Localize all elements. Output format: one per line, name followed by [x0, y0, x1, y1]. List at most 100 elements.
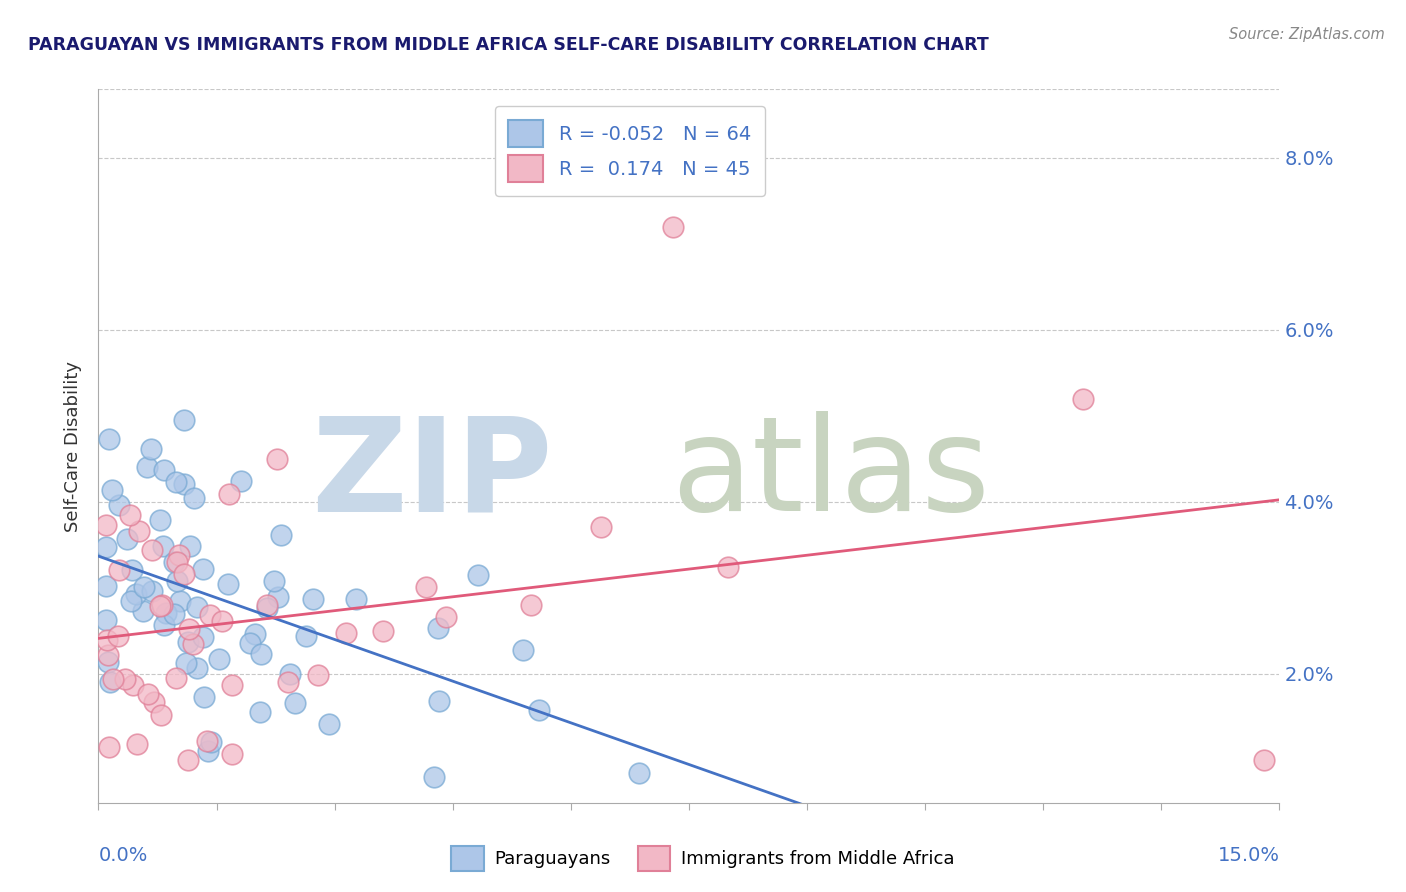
Point [181, 637, 204, 651]
Y-axis label: Self-Care Disability: Self-Care Disability [65, 360, 83, 532]
Point [278, 667, 301, 681]
Point [139, 442, 162, 457]
Point [266, 452, 288, 467]
Point [200, 735, 222, 749]
Point [135, 460, 157, 475]
Point [149, 513, 172, 527]
Point [186, 600, 208, 615]
Point [166, 574, 188, 588]
Point [211, 614, 233, 628]
Point [307, 667, 329, 681]
Point [97, 648, 120, 662]
Point [662, 219, 685, 234]
Point [108, 563, 131, 577]
Point [239, 636, 262, 650]
Point [717, 559, 740, 574]
Point [177, 635, 200, 649]
Point [243, 626, 266, 640]
Point [98, 675, 121, 690]
Point [153, 618, 176, 632]
Point [249, 706, 271, 720]
Text: atlas: atlas [671, 411, 990, 538]
Point [263, 574, 285, 588]
Point [96, 540, 118, 554]
Point [1071, 392, 1094, 406]
Point [177, 622, 200, 636]
Point [97, 740, 120, 755]
Text: Source: ZipAtlas.com: Source: ZipAtlas.com [1229, 27, 1385, 42]
Point [193, 690, 215, 705]
Point [229, 474, 252, 488]
Point [427, 694, 450, 708]
Point [173, 567, 195, 582]
Point [120, 594, 142, 608]
Point [141, 583, 163, 598]
Point [149, 599, 172, 614]
Point [96, 579, 118, 593]
Point [98, 432, 121, 446]
Text: ZIP: ZIP [312, 411, 553, 538]
Point [150, 708, 173, 723]
Point [434, 610, 457, 624]
Point [163, 555, 186, 569]
Point [520, 598, 543, 612]
Point [97, 655, 120, 669]
Point [218, 487, 240, 501]
Point [318, 717, 340, 731]
Point [427, 621, 450, 635]
Point [121, 678, 143, 692]
Point [415, 581, 437, 595]
Point [295, 629, 318, 643]
Point [628, 766, 651, 780]
Point [302, 591, 325, 606]
Point [96, 633, 118, 648]
Point [107, 498, 129, 512]
Point [173, 476, 195, 491]
Point [143, 695, 166, 709]
Point [179, 539, 201, 553]
Text: PARAGUAYAN VS IMMIGRANTS FROM MIDDLE AFRICA SELF-CARE DISABILITY CORRELATION CHA: PARAGUAYAN VS IMMIGRANTS FROM MIDDLE AFR… [28, 36, 988, 54]
Point [373, 624, 395, 639]
Point [141, 543, 163, 558]
Point [174, 656, 197, 670]
Point [167, 548, 190, 562]
Point [198, 607, 221, 622]
Point [155, 606, 177, 620]
Point [218, 577, 240, 591]
Point [173, 413, 195, 427]
Point [169, 594, 191, 608]
Point [166, 555, 188, 569]
Point [267, 591, 290, 605]
Point [96, 518, 118, 533]
Point [1253, 753, 1275, 767]
Point [256, 598, 278, 612]
Point [114, 672, 136, 686]
Point [132, 604, 155, 618]
Point [221, 678, 243, 692]
Point [197, 744, 219, 758]
Point [121, 563, 143, 577]
Point [270, 527, 292, 541]
Point [177, 753, 200, 767]
Point [153, 463, 176, 477]
Point [124, 587, 146, 601]
Point [150, 598, 173, 612]
Point [107, 629, 129, 643]
Point [152, 539, 174, 553]
Point [221, 747, 243, 761]
Point [101, 672, 124, 686]
Point [165, 671, 187, 685]
Point [183, 491, 205, 506]
Point [512, 642, 534, 657]
Point [335, 626, 357, 640]
Point [163, 607, 186, 622]
Point [186, 661, 208, 675]
Point [529, 703, 551, 717]
Point [423, 770, 446, 784]
Point [136, 687, 159, 701]
Point [128, 524, 150, 538]
Text: 0.0%: 0.0% [98, 846, 148, 864]
Point [256, 601, 278, 615]
Point [96, 613, 118, 627]
Point [101, 483, 124, 497]
